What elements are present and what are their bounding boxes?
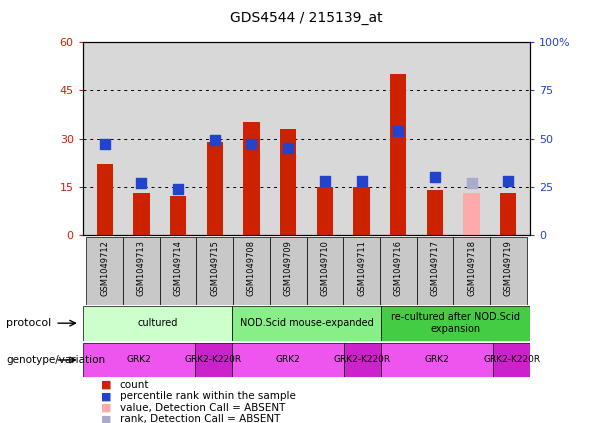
Text: GRK2-K220R: GRK2-K220R [185, 355, 242, 365]
Bar [160, 237, 196, 305]
Bar [123, 237, 160, 305]
Bar [280, 129, 297, 235]
Bar [96, 164, 113, 235]
Point [394, 127, 403, 134]
Bar [343, 237, 380, 305]
Point [357, 178, 367, 184]
Bar [500, 193, 517, 235]
Bar [83, 343, 195, 377]
Text: ■: ■ [101, 391, 112, 401]
Bar [195, 343, 232, 377]
Text: count: count [120, 380, 149, 390]
Bar [390, 74, 406, 235]
Bar [380, 237, 417, 305]
Text: GDS4544 / 215139_at: GDS4544 / 215139_at [230, 11, 383, 25]
Text: value, Detection Call = ABSENT: value, Detection Call = ABSENT [120, 403, 285, 413]
Point [173, 185, 183, 192]
Text: rank, Detection Call = ABSENT: rank, Detection Call = ABSENT [120, 414, 280, 423]
Bar [86, 237, 123, 305]
Point [430, 174, 440, 181]
Bar [83, 306, 232, 341]
Text: GRK2-K220R: GRK2-K220R [334, 355, 391, 365]
Text: GSM1049709: GSM1049709 [284, 240, 292, 296]
Text: GSM1049718: GSM1049718 [467, 240, 476, 296]
Bar [381, 306, 530, 341]
Point [283, 145, 293, 151]
Bar [316, 187, 333, 235]
Text: GSM1049714: GSM1049714 [173, 240, 183, 296]
Point [100, 141, 110, 148]
Text: GSM1049711: GSM1049711 [357, 240, 366, 296]
Text: GSM1049708: GSM1049708 [247, 240, 256, 296]
Text: GRK2: GRK2 [425, 355, 449, 365]
Point [466, 179, 476, 186]
Text: GRK2: GRK2 [275, 355, 300, 365]
Bar [381, 343, 493, 377]
Point [320, 178, 330, 184]
Bar [463, 193, 480, 235]
Text: GSM1049715: GSM1049715 [210, 240, 219, 296]
Text: ■: ■ [101, 414, 112, 423]
Text: cultured: cultured [137, 318, 178, 328]
Text: GSM1049713: GSM1049713 [137, 240, 146, 296]
Bar [207, 142, 223, 235]
Text: GSM1049710: GSM1049710 [321, 240, 329, 296]
Text: protocol: protocol [6, 318, 51, 328]
Bar [232, 343, 344, 377]
Bar [306, 237, 343, 305]
Text: GRK2-K220R: GRK2-K220R [483, 355, 540, 365]
Text: GSM1049719: GSM1049719 [504, 240, 512, 296]
Text: percentile rank within the sample: percentile rank within the sample [120, 391, 295, 401]
Text: ■: ■ [101, 380, 112, 390]
Bar [427, 190, 443, 235]
Bar [196, 237, 233, 305]
Bar [232, 306, 381, 341]
Text: ■: ■ [101, 403, 112, 413]
Text: re-cultured after NOD.Scid
expansion: re-cultured after NOD.Scid expansion [391, 312, 520, 334]
Text: GRK2: GRK2 [126, 355, 151, 365]
Point [503, 178, 513, 184]
Text: genotype/variation: genotype/variation [6, 355, 105, 365]
Point [210, 137, 219, 144]
Point [137, 179, 147, 186]
Bar [493, 343, 530, 377]
Bar [133, 193, 150, 235]
Bar [417, 237, 453, 305]
Text: GSM1049712: GSM1049712 [101, 240, 109, 296]
Point [246, 141, 256, 148]
Bar [243, 123, 260, 235]
Bar [233, 237, 270, 305]
Bar [344, 343, 381, 377]
Bar [353, 187, 370, 235]
Bar [490, 237, 527, 305]
Bar [170, 196, 186, 235]
Bar [453, 237, 490, 305]
Text: GSM1049717: GSM1049717 [430, 240, 440, 296]
Text: GSM1049716: GSM1049716 [394, 240, 403, 296]
Text: NOD.Scid mouse-expanded: NOD.Scid mouse-expanded [240, 318, 373, 328]
Bar [270, 237, 306, 305]
